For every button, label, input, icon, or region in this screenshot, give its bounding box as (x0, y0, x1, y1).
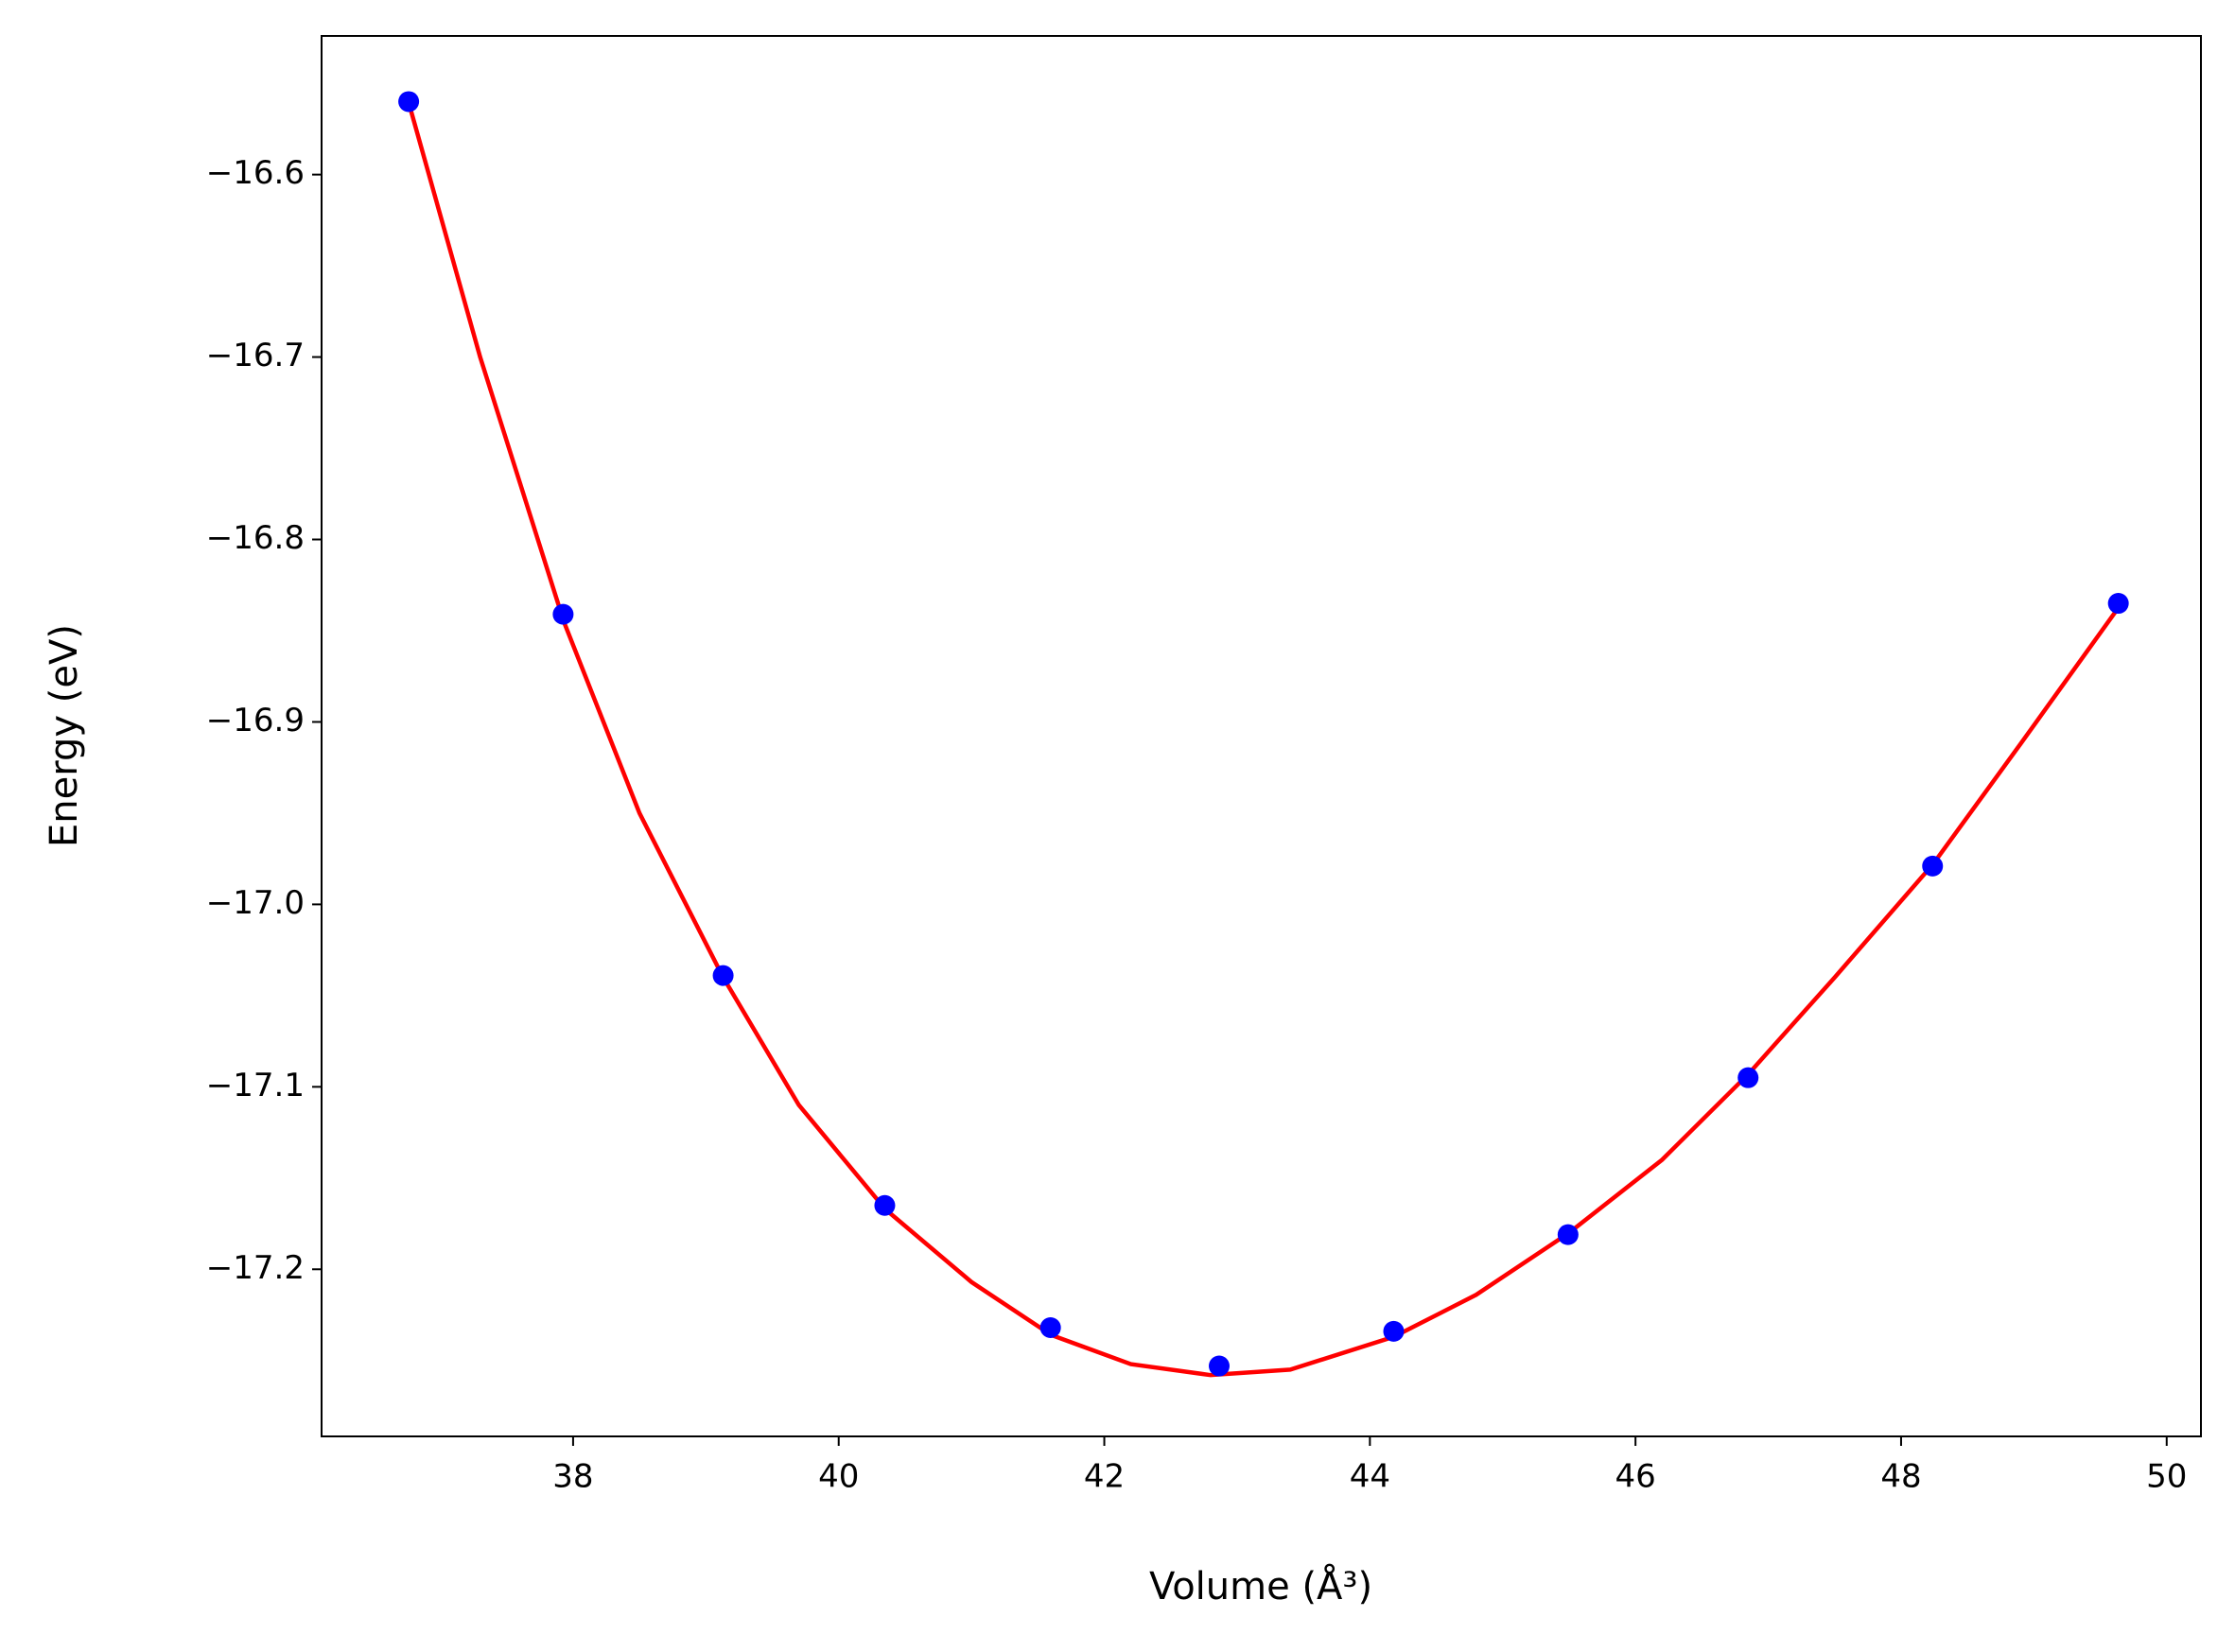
x-tick-label: 40 (818, 1458, 859, 1496)
x-tick-label: 42 (1084, 1458, 1125, 1496)
y-axis-label: Energy (eV) (43, 624, 86, 847)
data-point (712, 965, 734, 986)
x-axis-label: Volume (Å³) (1149, 1563, 1372, 1609)
data-point (1922, 855, 1944, 877)
y-tick-label: −16.7 (206, 337, 305, 374)
data-point (1208, 1355, 1230, 1377)
data-point (1737, 1067, 1759, 1088)
x-tick-label: 38 (552, 1458, 593, 1496)
x-tick-label: 46 (1615, 1458, 1656, 1496)
plot-frame (321, 35, 2202, 1437)
data-point (2107, 593, 2129, 615)
data-point (1383, 1320, 1405, 1342)
y-tick-label: −17.0 (206, 884, 305, 922)
y-tick-label: −16.6 (206, 154, 305, 192)
data-point (552, 603, 574, 625)
data-point (1557, 1224, 1579, 1245)
x-tick-label: 50 (2146, 1458, 2187, 1496)
data-point (1039, 1317, 1061, 1339)
data-point (874, 1194, 896, 1216)
y-tick-label: −17.2 (206, 1249, 305, 1287)
x-tick-label: 48 (1880, 1458, 1921, 1496)
y-tick-label: −16.9 (206, 702, 305, 739)
fit-line (406, 100, 2122, 1378)
y-tick-label: −17.1 (206, 1067, 305, 1104)
data-point (398, 91, 420, 113)
x-tick-label: 44 (1350, 1458, 1390, 1496)
y-tick-label: −16.8 (206, 519, 305, 557)
